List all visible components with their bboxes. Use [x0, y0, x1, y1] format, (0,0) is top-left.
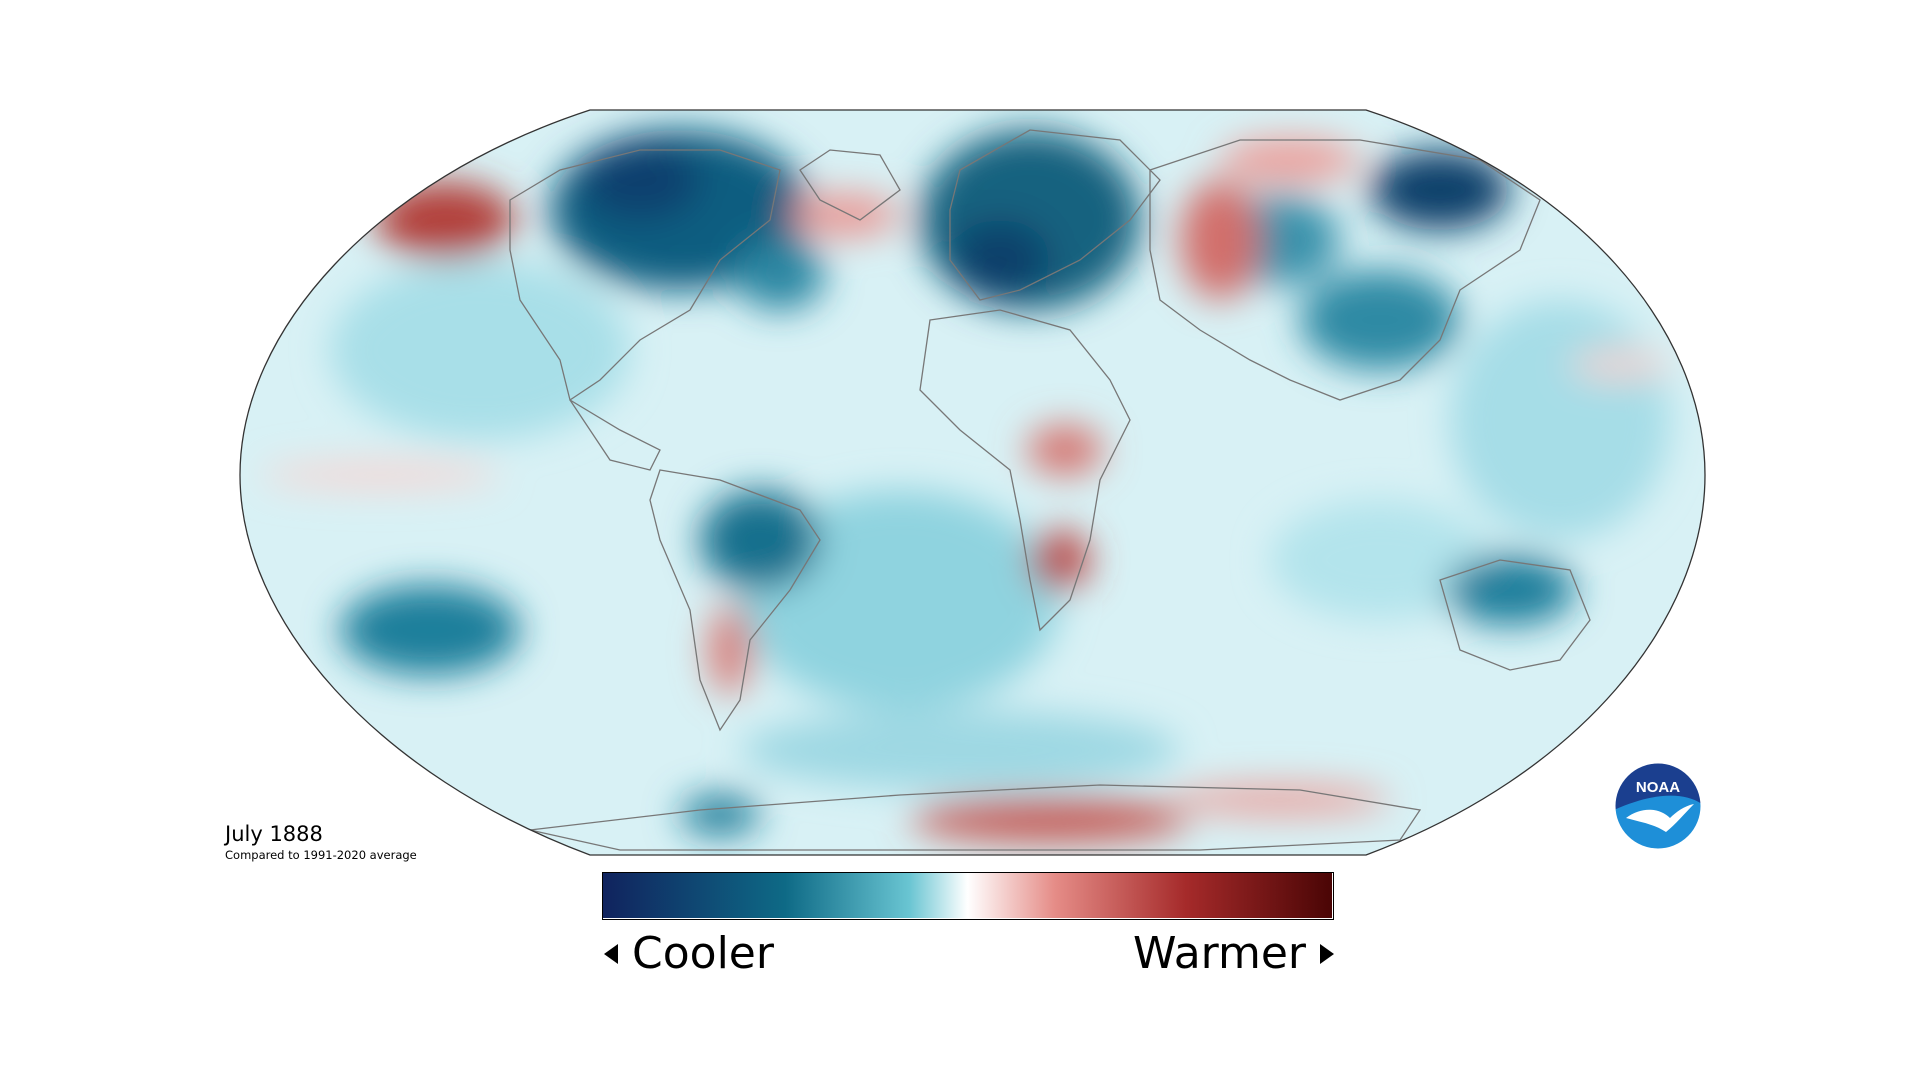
globe-outline: [239, 109, 1706, 856]
hudson-cold: [580, 140, 700, 220]
labrador-cool: [735, 240, 825, 310]
mongolia-cool: [1300, 270, 1460, 370]
anomaly-field: [240, 110, 1705, 855]
southern-africa-warm: [1030, 530, 1090, 590]
equatorial-pacific-warm: [260, 461, 500, 489]
east-siberia-cold: [1370, 150, 1510, 230]
logo-top: [1615, 763, 1701, 810]
left-arrow-icon: [604, 943, 618, 964]
colorbar-left-label: Cooler: [604, 928, 774, 979]
logo-ring: [1614, 762, 1702, 850]
logo-text: NOAA: [1636, 779, 1680, 796]
logo-bird: [1626, 804, 1694, 832]
scandinavia-cold: [950, 220, 1050, 300]
indian-ocean-cool: [1270, 500, 1490, 620]
map-subtitle: Compared to 1991-2020 average: [225, 848, 417, 862]
noaa-logo: NOAA: [1614, 762, 1702, 850]
arctic-warm: [1220, 138, 1360, 182]
west-siberia-warm: [1180, 180, 1260, 300]
right-arrow-icon: [1320, 943, 1334, 964]
colorbar: [602, 872, 1334, 920]
southern-ocean-cool: [740, 710, 1180, 790]
cooler-label: Cooler: [632, 928, 774, 979]
map-title: July 1888: [225, 822, 323, 846]
north-pacific-cool: [330, 260, 630, 440]
colorbar-right-label: Warmer: [1133, 928, 1334, 979]
warmer-label: Warmer: [1133, 928, 1306, 979]
australia-cold: [1445, 555, 1575, 625]
coastlines: [509, 129, 1591, 851]
central-africa-warm: [1027, 425, 1103, 475]
north-pacific-west-warm: [1570, 351, 1670, 379]
west-pacific-cool: [1450, 300, 1670, 540]
antarctica-east-warm: [1170, 784, 1390, 816]
alaska-gulf-warm: [375, 182, 515, 258]
south-pacific-cold: [340, 585, 520, 675]
weddell-cool: [680, 795, 760, 835]
south-atlantic-cool: [740, 490, 1060, 710]
antarctica-warm: [910, 798, 1190, 842]
argentina-warm: [708, 605, 752, 695]
greenland-warm: [790, 193, 900, 237]
brazil-cold: [700, 490, 820, 590]
